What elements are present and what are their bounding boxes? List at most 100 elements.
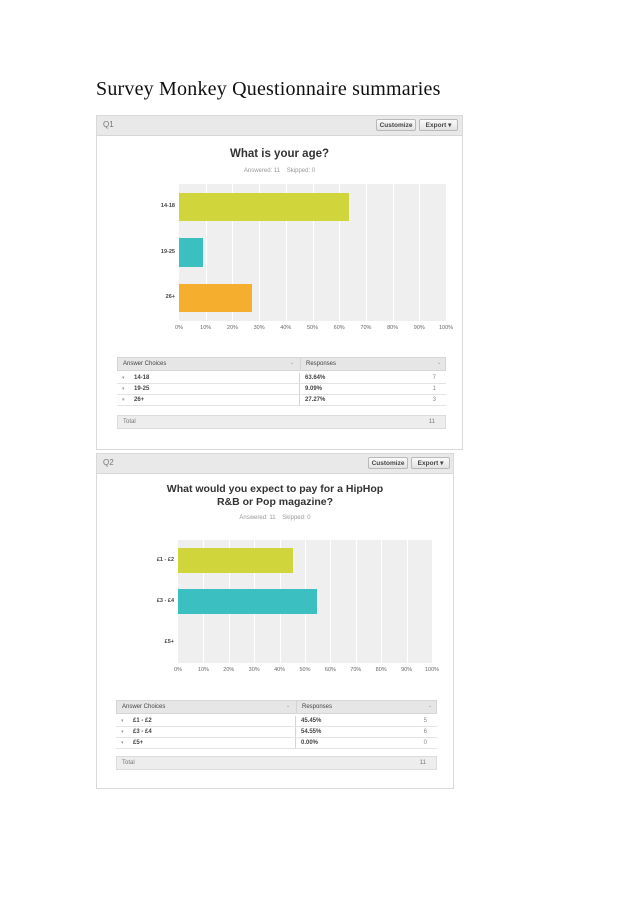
answer-choice: £1 - £2 bbox=[133, 718, 152, 724]
column-divider bbox=[300, 358, 301, 370]
question-number: Q2 bbox=[103, 458, 114, 467]
gridline bbox=[406, 540, 408, 663]
question-panel-q1: Q1 Customize Export ▾ What is your age? … bbox=[96, 115, 463, 450]
response-percent: 54.55% bbox=[301, 729, 322, 735]
answer-choice: £5+ bbox=[133, 740, 144, 746]
x-tick-label: 50% bbox=[306, 325, 319, 331]
gridline bbox=[446, 184, 447, 321]
column-header-responses[interactable]: Responses bbox=[306, 361, 337, 367]
export-button[interactable]: Export ▾ bbox=[411, 457, 450, 469]
category-label: £1 - £2 bbox=[156, 556, 174, 563]
response-percent: 0.00% bbox=[301, 740, 319, 746]
gridline bbox=[381, 540, 383, 663]
x-tick-label: 20% bbox=[223, 667, 235, 673]
caret-down-icon[interactable]: ▾ bbox=[121, 740, 124, 746]
bar-19-25 bbox=[179, 238, 204, 267]
x-tick-label: 100% bbox=[424, 667, 440, 673]
question-panel-q2: Q2 Customize Export ▾ What would you exp… bbox=[96, 453, 454, 789]
caret-down-icon[interactable]: ▾ bbox=[122, 386, 125, 392]
caret-down-icon[interactable]: ▾ bbox=[121, 718, 124, 724]
question-title-line: What would you expect to pay for a HipHo… bbox=[166, 483, 384, 495]
x-tick-label: 0% bbox=[174, 667, 182, 673]
table-row: ▾ £3 - £4 54.55% 6 bbox=[116, 727, 437, 738]
column-divider bbox=[295, 738, 296, 748]
x-tick-label: 30% bbox=[248, 667, 260, 673]
answered-skipped-text: Answered: 11 Skipped: 0 bbox=[243, 168, 316, 174]
gridline bbox=[232, 184, 234, 321]
gridline bbox=[312, 184, 314, 321]
x-tick-label: 80% bbox=[387, 325, 399, 331]
response-percent: 45.45% bbox=[301, 718, 322, 724]
x-tick-label: 90% bbox=[401, 667, 413, 673]
responses-table: Answer Choices ⌄ Responses ⌄ ▾ 14-18 63.64% 7 ▾ 1… bbox=[117, 357, 446, 429]
table-row: ▾ 14-18 63.64% 7 bbox=[117, 373, 446, 384]
response-percent: 27.27% bbox=[305, 397, 326, 403]
column-header-responses[interactable]: Responses bbox=[302, 704, 333, 710]
x-tick-label: 40% bbox=[274, 667, 286, 673]
table-row: ▾ 26+ 27.27% 3 bbox=[117, 395, 446, 406]
table-row: ▾ 19-25 9.09% 1 bbox=[117, 384, 446, 395]
panel-header: Q1 Customize Export ▾ bbox=[97, 116, 462, 136]
table-row: ▾ £1 - £2 45.45% 5 bbox=[116, 716, 437, 727]
table-total-row: Total 11 bbox=[116, 756, 437, 770]
column-header-answer-choices[interactable]: Answer Choices bbox=[122, 704, 166, 710]
total-value: 11 bbox=[428, 419, 435, 425]
answer-choice: 14-18 bbox=[134, 375, 150, 381]
caret-down-icon[interactable]: ▾ bbox=[122, 397, 125, 403]
plot-area bbox=[179, 184, 447, 321]
table-header: Answer Choices ⌄ Responses ⌄ bbox=[117, 357, 446, 371]
question-title-line: R&B or Pop magazine? bbox=[216, 496, 334, 508]
column-header-answer-choices[interactable]: Answer Choices bbox=[123, 361, 167, 367]
chevron-down-icon[interactable]: ⌄ bbox=[428, 703, 433, 709]
gridline bbox=[419, 184, 421, 321]
column-divider bbox=[299, 373, 300, 383]
column-divider bbox=[299, 395, 300, 405]
answered-skipped-text: Answered: 11 Skipped: 0 bbox=[239, 515, 311, 521]
bar-14-18 bbox=[179, 192, 349, 221]
customize-button[interactable]: Customize bbox=[376, 119, 416, 131]
response-count: 5 bbox=[423, 718, 427, 724]
question-title-line: What is your age? bbox=[229, 148, 330, 160]
answer-choice: 26+ bbox=[134, 397, 145, 403]
table-header: Answer Choices ⌄ Responses ⌄ bbox=[116, 700, 437, 714]
question-number: Q1 bbox=[103, 120, 114, 129]
bar-26 bbox=[179, 284, 252, 313]
total-label: Total bbox=[123, 419, 136, 425]
chevron-down-icon[interactable]: ⌄ bbox=[437, 360, 442, 366]
x-tick-label: 10% bbox=[197, 667, 209, 673]
x-tick-label: 70% bbox=[360, 325, 372, 331]
gridline bbox=[355, 540, 357, 663]
chevron-down-icon[interactable]: ⌄ bbox=[290, 360, 295, 366]
gridline bbox=[285, 184, 287, 321]
answer-choice: £3 - £4 bbox=[133, 729, 152, 735]
column-divider bbox=[296, 701, 297, 713]
response-count: 6 bbox=[423, 729, 427, 735]
x-tick-label: 10% bbox=[200, 325, 212, 331]
chevron-down-icon[interactable]: ⌄ bbox=[286, 703, 291, 709]
responses-table: Answer Choices ⌄ Responses ⌄ ▾ £1 - £2 45.45% 5… bbox=[116, 700, 437, 770]
plot-area bbox=[178, 540, 433, 663]
export-button[interactable]: Export ▾ bbox=[419, 119, 458, 131]
question-title: What would you expect to pay for a HipHo… bbox=[97, 483, 453, 509]
category-label: 19-25 bbox=[160, 248, 175, 255]
x-tick-label: 40% bbox=[280, 325, 292, 331]
caret-down-icon[interactable]: ▾ bbox=[121, 729, 124, 735]
response-count: 7 bbox=[432, 375, 436, 381]
answer-choice: 19-25 bbox=[134, 386, 150, 392]
customize-button[interactable]: Customize bbox=[368, 457, 408, 469]
response-count: 0 bbox=[423, 740, 427, 746]
x-tick-label: 90% bbox=[413, 325, 425, 331]
table-total-row: Total 11 bbox=[117, 415, 446, 429]
gridline bbox=[330, 540, 332, 663]
x-tick-label: 70% bbox=[350, 667, 362, 673]
total-label: Total bbox=[122, 760, 135, 766]
gridline bbox=[365, 184, 367, 321]
x-tick-label: 0% bbox=[175, 325, 183, 331]
table-row: ▾ £5+ 0.00% 0 bbox=[116, 738, 437, 749]
gridline bbox=[339, 184, 341, 321]
x-tick-label: 50% bbox=[299, 667, 311, 673]
category-label: 26+ bbox=[165, 294, 175, 301]
category-label: 14-18 bbox=[160, 202, 175, 209]
response-count: 1 bbox=[432, 386, 436, 392]
caret-down-icon[interactable]: ▾ bbox=[122, 375, 125, 381]
